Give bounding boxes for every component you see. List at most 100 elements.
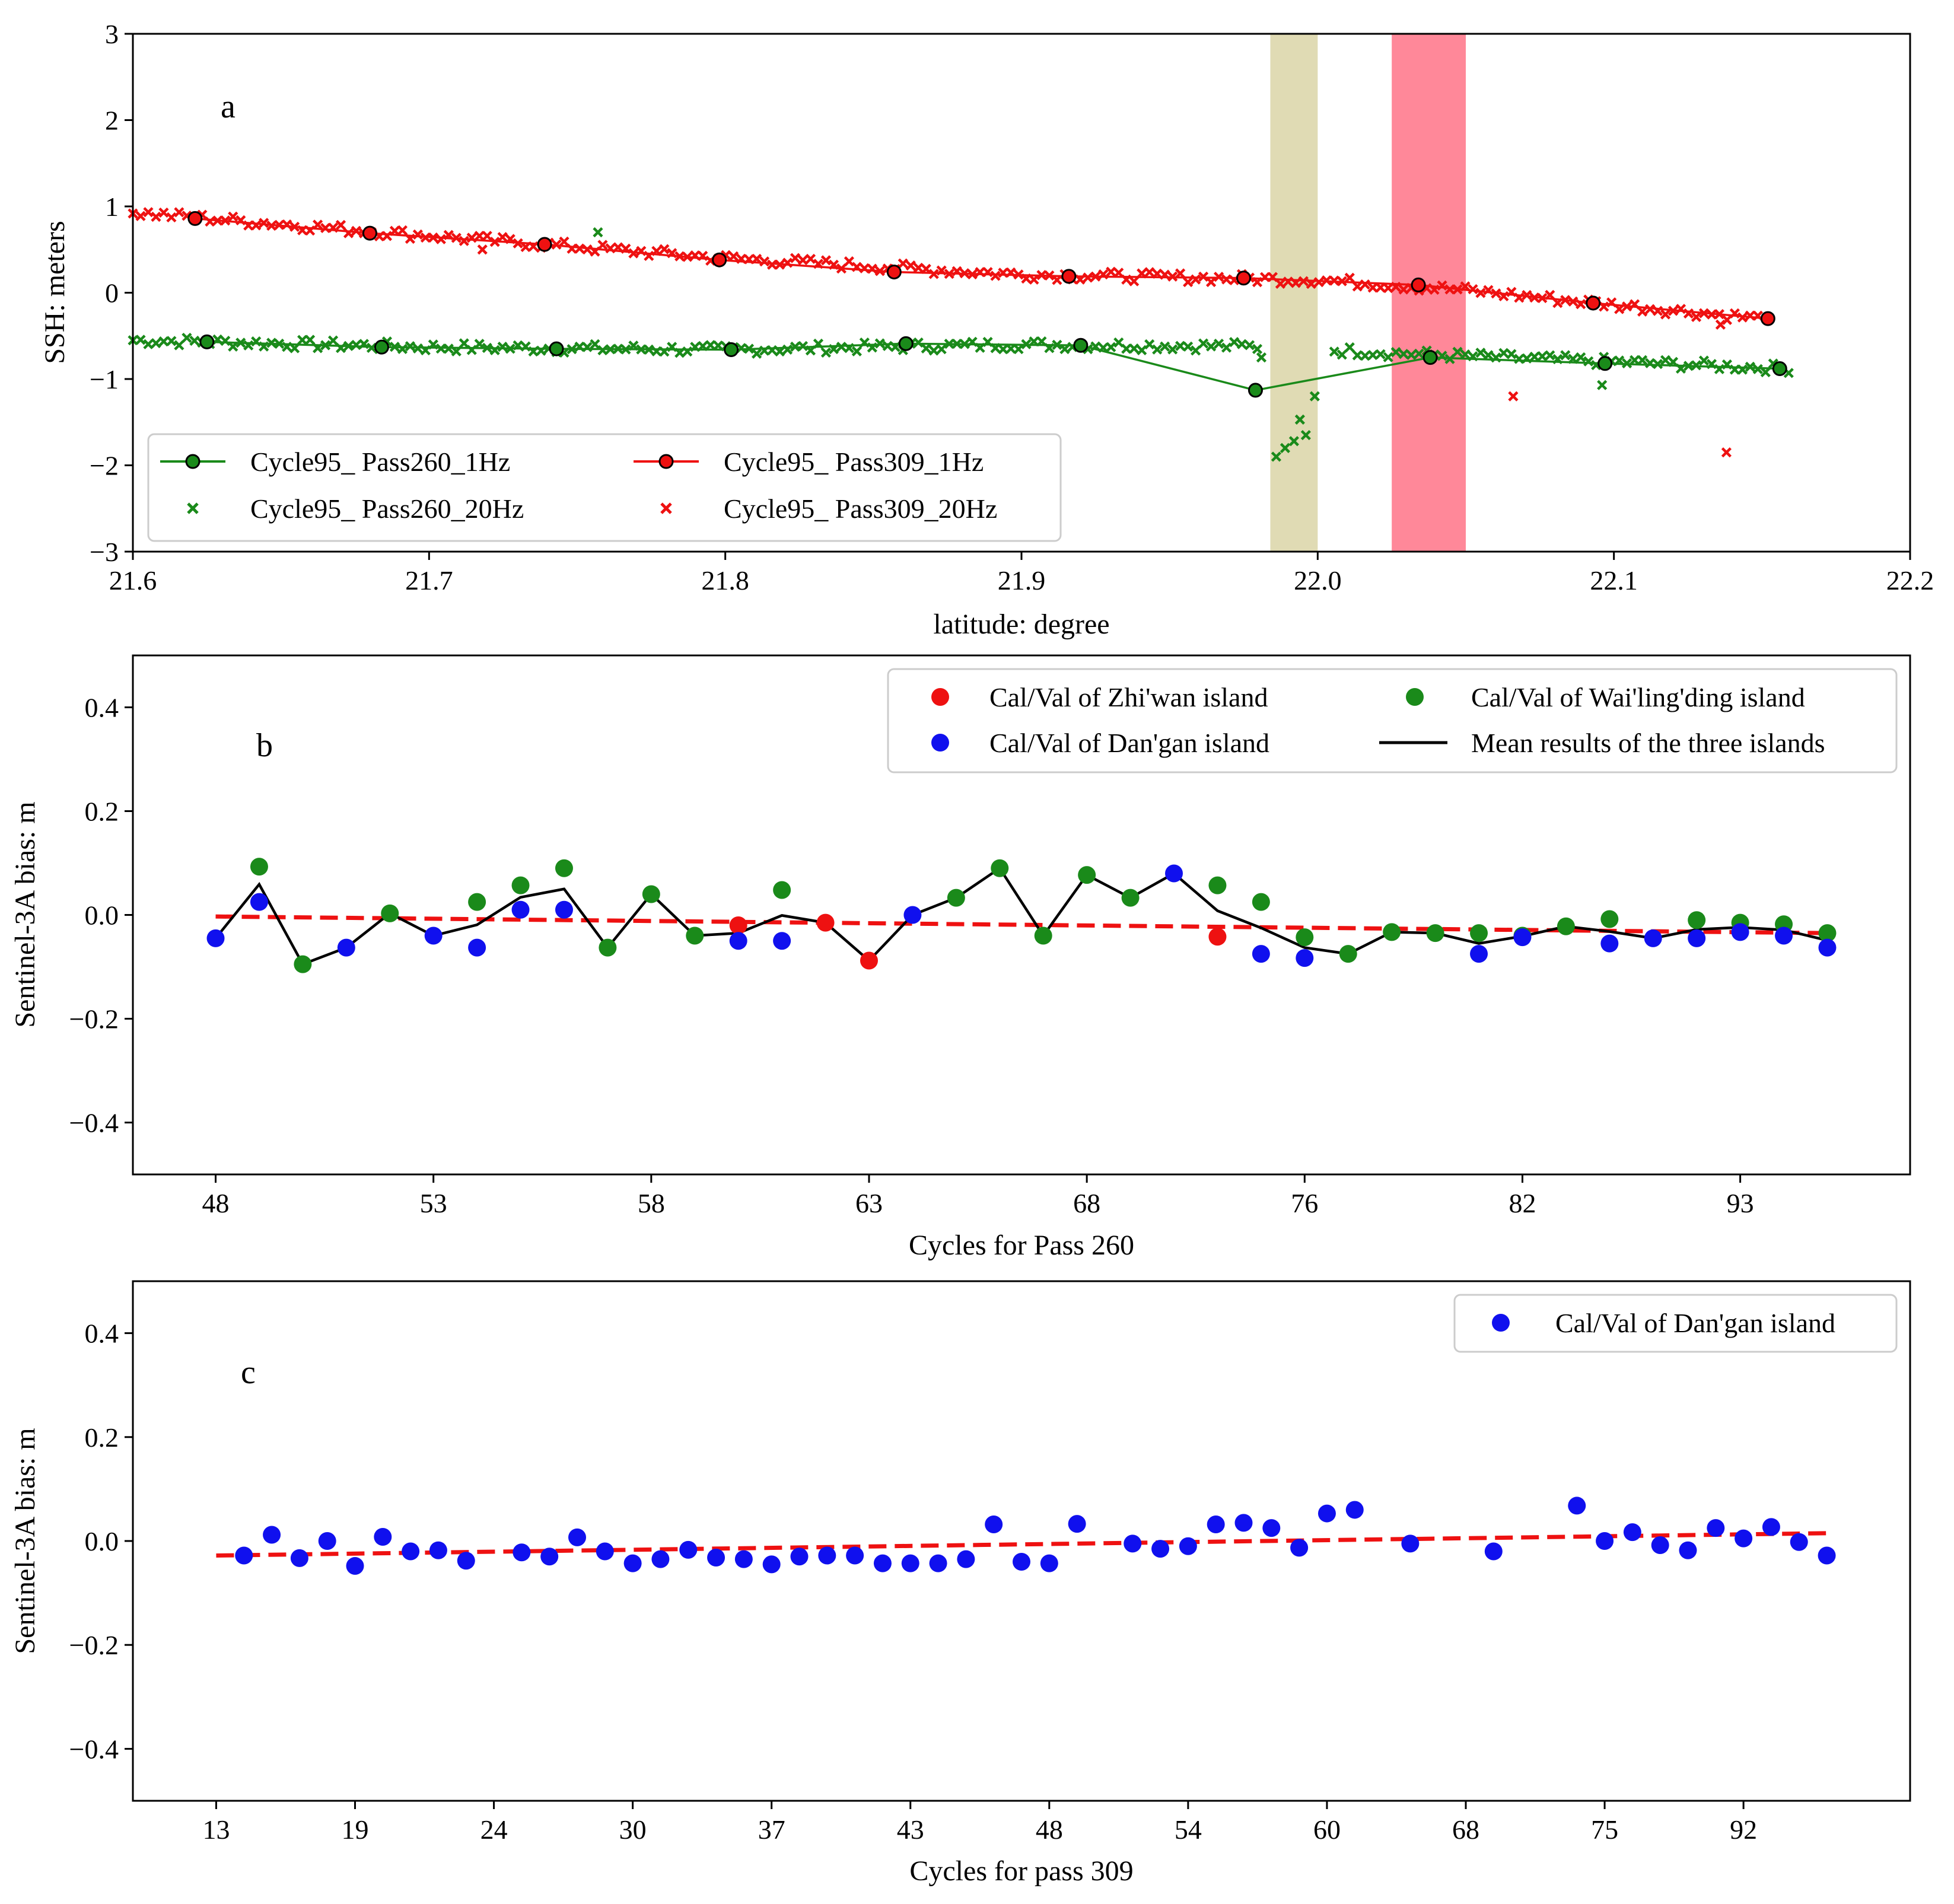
c-data-point xyxy=(1818,1546,1836,1565)
b-data-point xyxy=(903,906,922,924)
c-panel-label: c xyxy=(241,1354,256,1391)
a-20hz-point xyxy=(728,251,739,262)
a-20hz-point xyxy=(335,219,346,230)
b-data-point xyxy=(1208,928,1227,946)
a-20hz-point xyxy=(1660,355,1671,365)
a-x-axis-title: latitude: degree xyxy=(933,609,1109,640)
a-y-tick-label: −1 xyxy=(90,364,119,394)
b-data-point xyxy=(1296,928,1314,947)
b-series-3 xyxy=(206,864,1837,967)
a-20hz-point xyxy=(143,207,154,218)
b-y-tick-label: 0.0 xyxy=(85,900,119,931)
b-data-point xyxy=(1600,934,1619,953)
a-legend-label-3: Cycle95_ Pass260_20Hz xyxy=(250,493,524,524)
a-20hz-point xyxy=(405,341,415,352)
b-data-point xyxy=(1818,924,1837,943)
a-20hz-point xyxy=(797,254,809,266)
a-legend-entry-2: Cycle95_ Pass309_1Hz xyxy=(634,447,984,477)
a-legend: Cycle95_ Pass260_1Hz Cycle95_ Pass309_1H… xyxy=(147,433,1062,542)
c-data-point xyxy=(1623,1523,1641,1542)
a-1hz-point xyxy=(374,339,389,355)
c-y-tick-label: −0.2 xyxy=(69,1630,119,1660)
c-data-point xyxy=(235,1546,253,1565)
a-20hz-point xyxy=(366,342,377,354)
a-20hz-point xyxy=(1175,340,1186,351)
a-20hz-outlier-point xyxy=(1280,442,1290,453)
a-legend-label-1: Cycle95_ Pass260_1Hz xyxy=(250,447,510,477)
c-data-point xyxy=(1124,1534,1142,1553)
b-data-point xyxy=(947,889,965,907)
c-data-point xyxy=(1484,1542,1503,1561)
a-20hz-point xyxy=(228,211,238,222)
a-20hz-point xyxy=(1106,342,1116,352)
a-20hz-point xyxy=(1483,350,1494,361)
a-20hz-point xyxy=(459,338,469,349)
a-20hz-point xyxy=(990,270,1001,281)
a-20hz-point xyxy=(1329,346,1339,357)
a-20hz-point xyxy=(1167,344,1178,355)
a-20hz-point xyxy=(1460,349,1471,360)
a-20hz-point xyxy=(1545,350,1555,361)
a-20hz-point xyxy=(1652,359,1663,370)
b-y-tick-label: −0.4 xyxy=(69,1108,119,1138)
a-series-layer xyxy=(128,207,1794,462)
c-x-tick-label: 43 xyxy=(897,1814,924,1845)
b-data-point xyxy=(468,893,486,911)
b-data-point xyxy=(555,859,573,877)
c-axis-ticks: 13 19 24 30 37 43 48 54 60 68 75 92 −0.4 −0.2 0.0 0.2 0.… xyxy=(69,1319,1758,1845)
a-1hz-point xyxy=(362,225,377,241)
a-20hz-point xyxy=(1244,340,1255,351)
c-data-point xyxy=(651,1550,670,1568)
c-data-point xyxy=(901,1554,919,1572)
a-20hz-point xyxy=(474,231,485,241)
a-20hz-point xyxy=(1144,339,1155,350)
a-20hz-point xyxy=(351,339,362,351)
b-data-point xyxy=(1252,893,1270,911)
b-data-point xyxy=(1775,926,1793,945)
c-data-point xyxy=(346,1557,364,1575)
a-20hz-point xyxy=(797,340,809,352)
a-20hz-point xyxy=(1121,343,1132,354)
a-20hz-point xyxy=(1183,276,1194,288)
b-data-point xyxy=(1470,945,1488,963)
c-data-point xyxy=(429,1541,447,1559)
a-20hz-point xyxy=(805,253,816,265)
a-20hz-point xyxy=(1452,346,1463,357)
a-20hz-point xyxy=(305,335,316,345)
a-20hz-point xyxy=(1660,309,1671,320)
b-data-point xyxy=(511,900,530,919)
a-legend-label-2: Cycle95_ Pass309_1Hz xyxy=(724,447,984,477)
a-legend-entry-3: Cycle95_ Pass260_20Hz xyxy=(187,493,524,524)
b-axis-ticks: 48 53 58 63 68 76 82 93 −0.4 −0.2 0.0 0.2 0.4 xyxy=(69,693,1754,1219)
a-20hz-point xyxy=(1630,355,1640,365)
a-20hz-point xyxy=(151,338,161,349)
a-1hz-point xyxy=(199,334,215,349)
a-20hz-point xyxy=(1398,349,1409,359)
c-data-point xyxy=(762,1555,781,1574)
a-20hz-outlier-point xyxy=(1271,451,1282,462)
a-20hz-point xyxy=(1129,276,1140,286)
a-panel-label: a xyxy=(221,88,236,125)
a-20hz-point xyxy=(1183,341,1194,352)
a-20hz-outlier-point xyxy=(1715,319,1726,330)
a-20hz-point xyxy=(435,234,446,244)
a-1hz-point xyxy=(1247,383,1263,398)
c-x-tick-label: 48 xyxy=(1036,1814,1063,1845)
a-20hz-point xyxy=(559,236,569,247)
b-y-axis-title: Sentinel-3A bias: m xyxy=(9,801,41,1027)
a-1hz-point xyxy=(712,252,727,268)
c-x-tick-label: 60 xyxy=(1313,1814,1341,1845)
a-20hz-point xyxy=(1406,349,1417,360)
b-data-point xyxy=(1296,949,1314,967)
a-20hz-point xyxy=(628,248,639,259)
b-data-point xyxy=(1688,911,1706,929)
a-20hz-outlier-point xyxy=(1597,380,1608,390)
c-data-point xyxy=(596,1542,614,1561)
b-data-point xyxy=(1688,929,1706,947)
a-series-pass260-1hz xyxy=(199,334,1787,398)
a-x-tick-label: 22.2 xyxy=(1886,565,1934,596)
b-legend-box xyxy=(887,668,1898,773)
b-data-point xyxy=(1252,945,1270,963)
a-20hz-point xyxy=(713,340,724,351)
